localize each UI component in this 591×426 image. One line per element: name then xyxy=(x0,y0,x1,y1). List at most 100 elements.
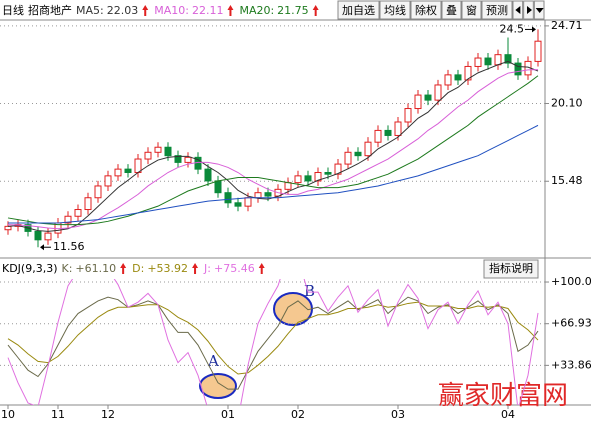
ma-line xyxy=(7,279,539,405)
chart-title: 日线 xyxy=(2,3,24,17)
candle-body xyxy=(144,151,152,160)
candle-body xyxy=(254,192,262,199)
legend-value: 22.03 xyxy=(107,4,139,17)
y-tick-label: 20.10 xyxy=(551,96,583,109)
candle-body xyxy=(264,192,272,197)
annotation: B xyxy=(304,282,315,300)
candle-body xyxy=(174,155,182,163)
candle-body xyxy=(124,168,132,173)
candle-body xyxy=(434,84,442,101)
candle-body xyxy=(324,171,332,175)
legend-name: D: xyxy=(132,262,144,275)
legend-name: MA20: xyxy=(239,4,274,17)
toolbar-icon[interactable] xyxy=(527,6,532,14)
toolbar-label[interactable]: 均线 xyxy=(384,3,406,17)
candle-body xyxy=(244,197,252,207)
legend-name: K: xyxy=(62,262,73,275)
legend-name: MA10: xyxy=(154,4,189,17)
candle-body xyxy=(364,141,372,157)
toolbar-button[interactable] xyxy=(410,0,442,20)
toolbar-icon[interactable] xyxy=(535,8,544,13)
up-arrow xyxy=(142,5,149,16)
candle-body xyxy=(214,180,222,194)
toolbar-icon[interactable] xyxy=(515,6,521,14)
candle-body xyxy=(134,158,142,173)
candle-body xyxy=(164,146,172,157)
x-tick-label: 04 xyxy=(501,408,515,421)
toolbar-label[interactable]: 加自选 xyxy=(342,4,375,17)
candle-body xyxy=(454,74,462,81)
legend-value: +53.92 xyxy=(147,262,188,275)
toolbar-button[interactable] xyxy=(441,0,462,20)
indicator-button[interactable] xyxy=(483,259,539,279)
toolbar-label[interactable]: 除权 xyxy=(415,3,437,17)
candle-body xyxy=(514,62,522,76)
x-tick-label: 12 xyxy=(101,408,115,421)
ma-line xyxy=(7,69,539,230)
up-arrow xyxy=(120,263,127,274)
candle-body xyxy=(314,171,322,182)
candle-body xyxy=(464,65,472,81)
up-arrow xyxy=(258,263,265,274)
candle-body xyxy=(354,151,362,157)
candle-body xyxy=(84,197,92,211)
candle-body xyxy=(414,94,422,110)
candle-body xyxy=(34,230,42,241)
indicator-button-label[interactable]: 指标说明 xyxy=(489,261,533,275)
y-tick-label: 15.48 xyxy=(551,174,583,187)
toolbar-button[interactable] xyxy=(481,0,513,20)
toolbar-button[interactable] xyxy=(461,0,482,20)
x-tick-label: 03 xyxy=(391,408,405,421)
x-tick-label: 01 xyxy=(221,408,235,421)
y-tick-label: +66.93 xyxy=(551,317,591,330)
candle-body xyxy=(204,168,212,182)
legend-value: 21.75 xyxy=(277,4,309,17)
toolbar-label[interactable]: 叠 xyxy=(446,4,457,17)
x-tick-label: 02 xyxy=(291,408,305,421)
toolbar-label[interactable]: 预测 xyxy=(486,4,508,17)
toolbar-button[interactable] xyxy=(379,0,411,20)
candle-body xyxy=(184,156,192,163)
y-tick-label: +100.0 xyxy=(551,275,591,288)
candle-body xyxy=(404,108,412,123)
x-tick-label: 11 xyxy=(51,408,65,421)
watermark: 赢家财富网 xyxy=(438,381,568,411)
up-arrow xyxy=(312,5,319,16)
candle-body xyxy=(154,146,162,153)
legend-name: MA5: xyxy=(76,4,104,17)
candle-body xyxy=(474,57,482,67)
up-arrow xyxy=(192,263,199,274)
annotation-ellipse xyxy=(199,373,237,399)
candle-body xyxy=(344,151,352,165)
candle-body xyxy=(294,175,302,184)
toolbar-label[interactable]: 窗 xyxy=(466,3,477,17)
chart-title: KDJ(9,3,3) xyxy=(2,262,58,275)
high-label: 24.5 xyxy=(500,22,525,35)
candle-body xyxy=(44,232,52,241)
candle-body xyxy=(114,168,122,177)
candle-body xyxy=(504,54,512,64)
candle-body xyxy=(424,94,432,101)
y-tick-label: 24.71 xyxy=(551,19,583,32)
up-arrow xyxy=(227,5,234,16)
candle-body xyxy=(394,121,402,136)
candle-body xyxy=(484,57,492,66)
legend-value: 22.11 xyxy=(192,4,224,17)
candle-body xyxy=(4,225,12,231)
legend-value: +75.46 xyxy=(214,262,255,275)
candle-body xyxy=(284,182,292,190)
candle-body xyxy=(444,74,452,86)
candle-body xyxy=(494,54,502,66)
arrow-head xyxy=(532,26,536,33)
candle-body xyxy=(64,215,72,224)
candle-body xyxy=(304,175,312,182)
candle-body xyxy=(384,129,392,136)
y-tick-label: +33.86 xyxy=(551,358,591,371)
toolbar-button[interactable] xyxy=(337,0,380,20)
candle-body xyxy=(234,202,242,207)
candle-body xyxy=(334,163,342,175)
arrow-head xyxy=(40,244,44,251)
candle-body xyxy=(94,185,102,199)
